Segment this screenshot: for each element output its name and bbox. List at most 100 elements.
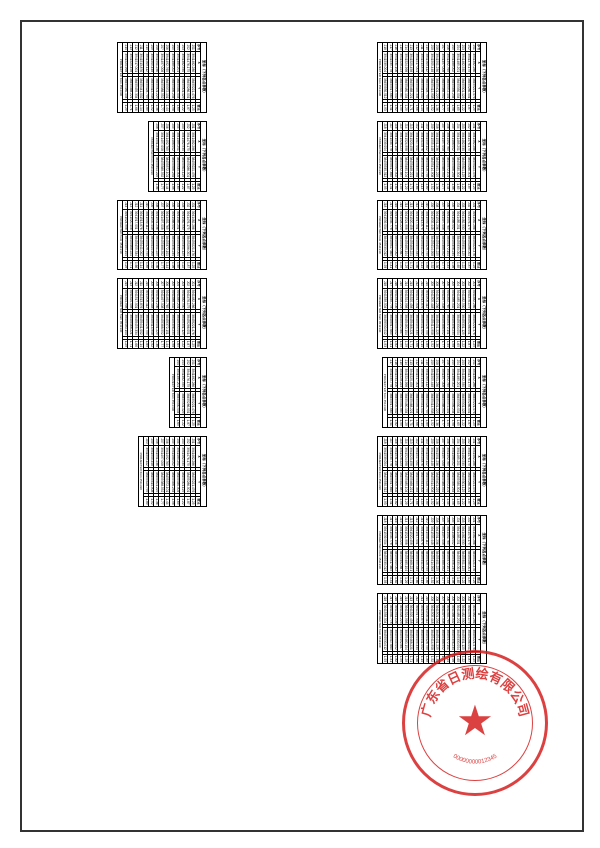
- table-row: J083941501.23638455401.2251.36: [434, 358, 439, 428]
- cell: 38455468.221: [408, 234, 413, 257]
- cell: J11: [419, 200, 424, 209]
- cell: 1.14: [419, 418, 424, 427]
- cell: J16: [393, 121, 398, 130]
- cell: J06: [164, 43, 169, 52]
- cell: 3941509.112: [143, 288, 148, 310]
- cell: J12: [413, 358, 418, 367]
- table-row: J113941513.87638455441.0021.14: [419, 200, 424, 270]
- cell: J09: [149, 43, 154, 52]
- table-row: J163941531.10638455505.0021.82: [393, 515, 398, 585]
- cell: J03: [460, 594, 465, 603]
- cell: 1.25: [190, 103, 195, 112]
- cell: 1.44: [445, 182, 450, 191]
- cell: 1.25: [471, 418, 476, 427]
- col-header: 序号: [476, 358, 481, 367]
- cell: 1.77: [439, 575, 444, 584]
- cell: 1.89: [143, 103, 148, 112]
- cell: 3941492.765: [164, 131, 169, 153]
- cell: 1.77: [439, 497, 444, 506]
- cell: 38455468.221: [408, 392, 413, 415]
- cell: 38455301.125: [180, 234, 185, 257]
- cell: 3941528.223: [398, 603, 403, 625]
- cell: J11: [419, 515, 424, 524]
- cell: 38455372.101: [445, 470, 450, 493]
- cell: 38455356.234: [450, 155, 455, 178]
- cell: J03: [460, 121, 465, 130]
- cell: 1.36: [434, 575, 439, 584]
- cell: 38455455.334: [413, 470, 418, 493]
- cell: 1.25: [190, 418, 195, 427]
- col-header: X: [195, 52, 200, 74]
- cell: J07: [439, 594, 444, 603]
- cell: 1.82: [393, 260, 398, 269]
- cell: J12: [413, 43, 418, 52]
- cell: 3941501.236: [434, 131, 439, 153]
- table-row: J033941482.53038455301.1251.22: [460, 515, 465, 585]
- cell: 3941509.112: [143, 209, 148, 231]
- cell: J05: [450, 200, 455, 209]
- cell: 38455414.908: [149, 77, 154, 100]
- table-row: J083941501.23638455401.2251.36: [154, 436, 159, 506]
- cell: J03: [460, 515, 465, 524]
- cell: 1.93: [382, 103, 387, 112]
- cell: 3941488.002: [169, 131, 174, 153]
- cell: J17: [387, 358, 392, 367]
- table-row: J073941497.00838455388.5521.77: [439, 200, 444, 270]
- table-row: J063941492.76538455372.1011.44: [445, 43, 450, 113]
- cell: 3941513.876: [419, 446, 424, 468]
- cell: 38455388.552: [439, 313, 444, 336]
- cell: 38455480.104: [123, 234, 128, 257]
- table-row: J093941505.44838455414.9081.52: [429, 436, 434, 506]
- cell: J03: [460, 436, 465, 445]
- cell: 3941497.008: [439, 524, 444, 546]
- col-header: 序号: [476, 43, 481, 52]
- cell: 3941513.876: [138, 209, 143, 231]
- cell: 38455455.334: [133, 313, 138, 336]
- table-row: J063941492.76538455372.1011.44: [445, 200, 450, 270]
- cell: 1.82: [393, 654, 398, 663]
- cell: 1.93: [382, 182, 387, 191]
- cell: 38455480.104: [403, 392, 408, 415]
- cell: 1.22: [180, 418, 185, 427]
- cell: 1.87: [465, 339, 470, 348]
- cell: 38455388.552: [439, 549, 444, 572]
- col-header: 备注: [476, 182, 481, 191]
- col-header: 序号: [476, 515, 481, 524]
- cell: 1.36: [434, 418, 439, 427]
- cell: 1.71: [408, 575, 413, 584]
- table-row: J013941482.28638455221.4761.25: [471, 200, 476, 270]
- cell: 38455441.002: [419, 234, 424, 257]
- cell: 1.22: [460, 339, 465, 348]
- cell: J15: [398, 436, 403, 445]
- cell: 1.14: [419, 260, 424, 269]
- cell: 1.65: [455, 182, 460, 191]
- table-row: J163941531.10638455505.0021.82: [393, 436, 398, 506]
- cell: 3941501.236: [154, 209, 159, 231]
- cell: J13: [408, 436, 413, 445]
- cell: 1.77: [439, 182, 444, 191]
- cell: J06: [445, 43, 450, 52]
- cell: J07: [439, 436, 444, 445]
- cell: 1.36: [434, 497, 439, 506]
- col-header: X: [476, 209, 481, 231]
- cell: 38455414.908: [429, 155, 434, 178]
- cell: J16: [393, 358, 398, 367]
- cell: 3941497.008: [159, 131, 164, 153]
- cell: 3941482.530: [460, 367, 465, 389]
- cell: 38455301.125: [460, 155, 465, 178]
- cell: 38455301.125: [460, 234, 465, 257]
- table-row: J043941485.20138455330.0041.65: [175, 279, 180, 349]
- table-row: J013941482.28638455221.4761.25: [190, 279, 195, 349]
- table-row: J133941520.45838455468.2211.71: [128, 43, 133, 113]
- cell: 3941492.765: [445, 524, 450, 546]
- cell: 3941531.106: [393, 446, 398, 468]
- cell: J04: [175, 279, 180, 288]
- cell: J06: [164, 200, 169, 209]
- cell: 3941535.778: [387, 52, 392, 74]
- cell: 38455492.887: [398, 628, 403, 651]
- cell: 3941517.001: [413, 131, 418, 153]
- cell: 1.14: [419, 103, 424, 112]
- cell: 1.82: [393, 103, 398, 112]
- cell: 1.89: [424, 339, 429, 348]
- cell: 1.44: [445, 575, 450, 584]
